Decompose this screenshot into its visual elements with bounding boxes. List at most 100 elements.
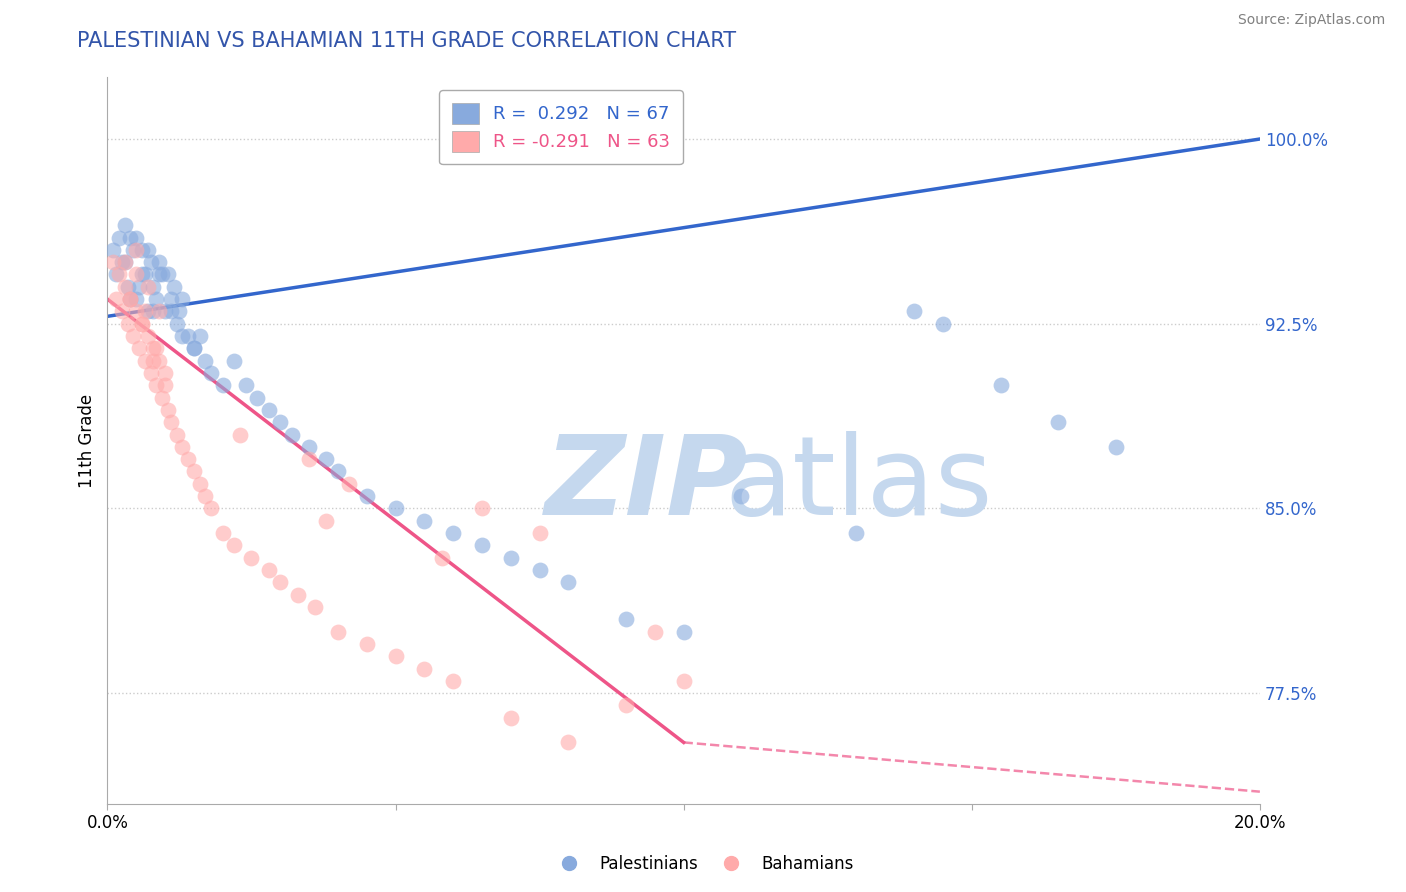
Point [153,366,176,380]
Point [125,292,148,306]
Point [471,501,494,516]
Point [1047,415,1070,429]
Point [145,342,167,356]
Point [111,304,134,318]
Point [315,514,337,528]
Point [105,292,128,306]
Point [114,255,136,269]
Point [211,378,233,392]
Point [117,280,139,294]
Point [326,465,349,479]
Point [269,415,291,429]
Point [159,304,181,318]
Point [229,427,252,442]
Point [153,304,176,318]
Point [194,489,217,503]
Point [384,649,406,664]
Point [287,588,309,602]
Point [108,268,131,282]
Point [136,304,159,318]
Point [101,255,124,269]
Point [257,403,280,417]
Point [142,342,165,356]
Point [200,501,222,516]
Point [159,292,181,306]
Legend: Palestinians, Bahamians: Palestinians, Bahamians [546,848,860,880]
Point [614,698,637,713]
Point [298,452,321,467]
Point [122,243,145,257]
Point [235,378,257,392]
Point [183,342,205,356]
Point [134,268,156,282]
Point [413,514,436,528]
Point [148,304,170,318]
Point [990,378,1012,392]
Point [125,230,148,244]
Point [441,673,464,688]
Point [339,476,361,491]
Point [188,329,211,343]
Point [499,550,522,565]
Point [257,563,280,577]
Point [224,353,246,368]
Point [614,612,637,626]
Point [188,476,211,491]
Point [672,624,695,639]
Point [148,255,170,269]
Point [356,637,378,651]
Text: Source: ZipAtlas.com: Source: ZipAtlas.com [1237,13,1385,28]
Point [131,243,153,257]
Point [145,378,167,392]
Point [139,255,162,269]
Point [134,353,156,368]
Point [529,526,551,541]
Point [128,280,150,294]
Point [903,304,925,318]
Point [125,304,148,318]
Point [153,378,176,392]
Text: atlas: atlas [724,431,993,538]
Point [672,673,695,688]
Point [298,440,321,454]
Point [150,391,173,405]
Point [122,329,145,343]
Text: ZIP: ZIP [546,431,749,538]
Text: PALESTINIAN VS BAHAMIAN 11TH GRADE CORRELATION CHART: PALESTINIAN VS BAHAMIAN 11TH GRADE CORRE… [77,31,737,51]
Point [269,575,291,590]
Point [114,218,136,232]
Point [240,550,263,565]
Point [105,268,128,282]
Point [134,304,156,318]
Point [166,427,188,442]
Point [177,329,200,343]
Point [845,526,868,541]
Point [384,501,406,516]
Point [281,427,304,442]
Point [131,317,153,331]
Point [142,304,165,318]
Point [211,526,233,541]
Point [356,489,378,503]
Point [326,624,349,639]
Point [128,342,150,356]
Point [120,292,142,306]
Point [120,230,142,244]
Point [413,661,436,675]
Legend: R =  0.292   N = 67, R = -0.291   N = 63: R = 0.292 N = 67, R = -0.291 N = 63 [439,90,683,164]
Point [430,550,453,565]
Point [159,415,181,429]
Point [172,292,194,306]
Point [148,353,170,368]
Point [163,280,186,294]
Point [136,243,159,257]
Point [529,563,551,577]
Point [114,280,136,294]
Point [131,317,153,331]
Point [183,342,205,356]
Point [131,268,153,282]
Point [499,711,522,725]
Point [150,268,173,282]
Point [644,624,666,639]
Point [101,243,124,257]
